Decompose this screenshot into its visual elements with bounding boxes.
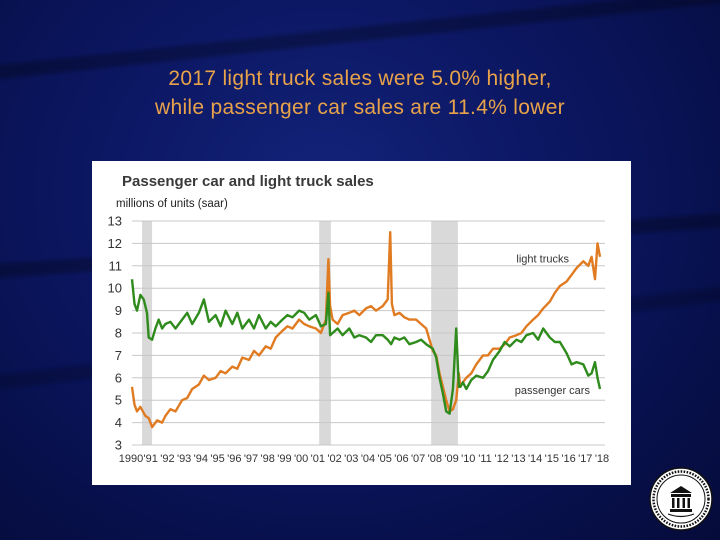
x-tick-labels: 1990'91'92'93'94'95'96'97'98'99'00'01'02… — [119, 453, 609, 465]
x-tick-label: '16 — [561, 453, 575, 465]
x-tick-label: '15 — [545, 453, 559, 465]
x-tick-label: '91 — [144, 453, 158, 465]
y-tick-label: 8 — [115, 326, 122, 341]
x-tick-label: '96 — [227, 453, 241, 465]
x-tick-label: 1990 — [119, 453, 143, 465]
series-line-passenger-cars — [130, 279, 602, 415]
slide-title: 2017 light truck sales were 5.0% higher,… — [0, 64, 720, 122]
series-lines — [130, 230, 602, 429]
series-annotations: light trucks passenger cars — [515, 253, 591, 396]
x-tick-label: '06 — [394, 453, 408, 465]
y-tick-label: 4 — [115, 415, 122, 430]
slide-title-line-2: while passenger car sales are 11.4% lowe… — [155, 96, 565, 119]
x-tick-label: '12 — [495, 453, 509, 465]
x-tick-label: '17 — [578, 453, 592, 465]
x-tick-label: '05 — [378, 453, 392, 465]
chart-title: Passenger car and light truck sales — [122, 173, 374, 190]
chart-panel: Passenger car and light truck sales mill… — [92, 161, 631, 485]
y-axis-label: millions of units (saar) — [116, 198, 228, 210]
x-tick-label: '13 — [511, 453, 525, 465]
series-annotation-passenger-cars: passenger cars — [515, 385, 591, 397]
x-tick-label: '03 — [344, 453, 358, 465]
x-tick-label: '92 — [160, 453, 174, 465]
x-tick-label: '02 — [327, 453, 341, 465]
x-tick-label: '93 — [177, 453, 191, 465]
x-tick-label: '98 — [261, 453, 275, 465]
x-tick-label: '11 — [478, 453, 492, 465]
y-tick-label: 10 — [108, 281, 122, 296]
series-annotation-light-trucks: light trucks — [516, 253, 569, 265]
slide-title-line-1: 2017 light truck sales were 5.0% higher, — [168, 67, 552, 90]
x-tick-label: '18 — [595, 453, 609, 465]
x-tick-label: '08 — [428, 453, 442, 465]
x-tick-label: '01 — [311, 453, 325, 465]
x-tick-label: '99 — [277, 453, 291, 465]
x-tick-label: '09 — [444, 453, 458, 465]
y-tick-labels: 3 4 5 6 7 8 9 10 11 12 13 — [108, 214, 122, 453]
y-tick-label: 3 — [115, 438, 122, 453]
x-tick-label: '00 — [294, 453, 308, 465]
y-tick-label: 13 — [108, 214, 122, 229]
x-tick-label: '95 — [210, 453, 224, 465]
x-tick-label: '07 — [411, 453, 425, 465]
x-tick-label: '14 — [528, 453, 542, 465]
y-tick-label: 11 — [109, 258, 123, 273]
x-tick-label: '04 — [361, 453, 375, 465]
series-line-light-trucks — [130, 230, 602, 429]
chart: Passenger car and light truck sales mill… — [108, 173, 610, 465]
gridlines — [132, 220, 605, 446]
y-tick-label: 6 — [115, 370, 122, 385]
y-tick-label: 12 — [108, 236, 122, 251]
y-tick-label: 5 — [115, 393, 122, 408]
x-tick-label: '10 — [461, 453, 475, 465]
y-tick-label: 7 — [115, 348, 122, 363]
federal-reserve-seal-icon — [649, 467, 713, 531]
x-tick-label: '97 — [244, 453, 258, 465]
y-tick-label: 9 — [115, 303, 122, 318]
x-tick-label: '94 — [194, 453, 208, 465]
